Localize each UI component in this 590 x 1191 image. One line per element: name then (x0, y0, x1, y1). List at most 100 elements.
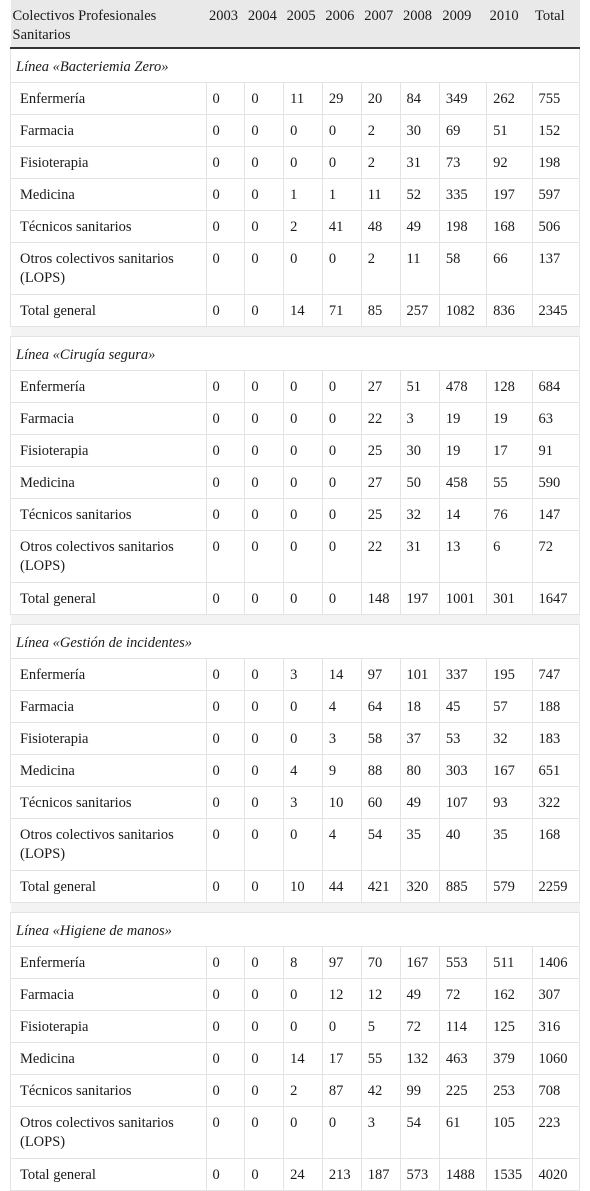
year-value-cell: 70 (361, 946, 401, 979)
year-value-cell: 0 (283, 530, 323, 583)
year-value-cell: 0 (244, 818, 285, 871)
year-value-cell: 97 (322, 946, 362, 979)
year-value-cell: 0 (206, 402, 246, 435)
year-value-cell: 0 (206, 1074, 246, 1107)
year-value-cell: 0 (206, 178, 246, 211)
year-value-cell: 27 (361, 370, 401, 403)
table-row: Medicina 0 0 0 0 27 50 458 55 590 (10, 466, 581, 499)
year-value-cell: 125 (486, 1010, 533, 1043)
year-value-cell: 0 (322, 114, 362, 147)
table-row: Farmacia 0 0 0 4 64 18 45 57 188 (10, 690, 581, 723)
year-value-cell: 11 (283, 82, 323, 115)
year-value-cell: 0 (283, 114, 323, 147)
year-value-cell: 128 (486, 370, 533, 403)
year-value-cell: 49 (400, 210, 440, 243)
year-value-cell: 0 (244, 466, 285, 499)
year-value-cell: 0 (322, 146, 362, 179)
year-value-cell: 18 (400, 690, 440, 723)
row-total-cell: 307 (532, 978, 581, 1011)
table-row: Otros colectivos sanitarios (LOPS) 0 0 0 0 22… (10, 530, 581, 583)
year-value-cell: 0 (206, 582, 246, 615)
row-total-cell: 168 (532, 818, 581, 871)
year-value-cell: 32 (400, 498, 440, 531)
year-value-cell: 0 (244, 1010, 285, 1043)
year-value-cell: 30 (400, 434, 440, 467)
year-value-cell: 84 (400, 82, 440, 115)
year-value-cell: 22 (361, 530, 401, 583)
year-value-cell: 0 (244, 690, 285, 723)
year-value-cell: 0 (322, 1010, 362, 1043)
table-row: Total general 0 0 0 0 148 197 1001 301 1647 (10, 582, 581, 615)
header-year: 2009 (439, 0, 487, 49)
year-value-cell: 0 (206, 870, 246, 903)
year-value-cell: 99 (400, 1074, 440, 1107)
year-value-cell: 0 (283, 978, 323, 1011)
year-value-cell: 303 (439, 754, 488, 787)
year-value-cell: 836 (486, 294, 533, 327)
year-value-cell: 2 (283, 1074, 323, 1107)
row-total-cell: 1647 (532, 582, 581, 615)
row-total-cell: 152 (532, 114, 581, 147)
year-value-cell: 37 (400, 722, 440, 755)
year-value-cell: 45 (439, 690, 488, 723)
year-value-cell: 93 (486, 786, 533, 819)
year-value-cell: 0 (206, 294, 246, 327)
section-title: Línea «Bacteriemia Zero» (10, 48, 580, 83)
header-year: 2008 (400, 0, 440, 49)
year-value-cell: 197 (400, 582, 440, 615)
year-value-cell: 0 (244, 402, 285, 435)
year-value-cell: 349 (439, 82, 488, 115)
section-title: Línea «Higiene de manos» (10, 912, 580, 947)
table-row: Fisioterapia 0 0 0 3 58 37 53 32 183 (10, 722, 581, 755)
year-value-cell: 72 (400, 1010, 440, 1043)
year-value-cell: 49 (400, 786, 440, 819)
year-value-cell: 579 (486, 870, 533, 903)
year-value-cell: 11 (400, 242, 440, 295)
row-label: Medicina (10, 178, 207, 211)
year-value-cell: 320 (400, 870, 440, 903)
year-value-cell: 87 (322, 1074, 362, 1107)
year-value-cell: 301 (486, 582, 533, 615)
row-label: Técnicos sanitarios (10, 498, 207, 531)
year-value-cell: 0 (244, 870, 285, 903)
year-value-cell: 0 (206, 210, 246, 243)
year-value-cell: 13 (439, 530, 488, 583)
year-value-cell: 27 (361, 466, 401, 499)
row-total-cell: 147 (532, 498, 581, 531)
row-label: Farmacia (10, 978, 207, 1011)
year-value-cell: 1535 (486, 1158, 533, 1191)
row-label: Fisioterapia (10, 1010, 207, 1043)
table-row: Fisioterapia 0 0 0 0 5 72 114 125 316 (10, 1010, 581, 1043)
year-value-cell: 12 (361, 978, 401, 1011)
row-label: Total general (10, 1158, 207, 1191)
section-title: Línea «Gestión de incidentes» (10, 624, 580, 659)
year-value-cell: 53 (439, 722, 488, 755)
year-value-cell: 0 (283, 818, 323, 871)
year-value-cell: 0 (206, 242, 246, 295)
year-value-cell: 58 (439, 242, 488, 295)
year-value-cell: 262 (486, 82, 533, 115)
year-value-cell: 0 (244, 242, 285, 295)
year-value-cell: 0 (206, 722, 246, 755)
data-table-container: Colectivos Profesionales Sanitarios 2003… (10, 0, 581, 1191)
year-value-cell: 25 (361, 434, 401, 467)
year-value-cell: 553 (439, 946, 488, 979)
table-row: Enfermería 0 0 11 29 20 84 349 262 755 (10, 82, 581, 115)
year-value-cell: 49 (400, 978, 440, 1011)
spacer-cell (10, 326, 580, 337)
year-value-cell: 3 (400, 402, 440, 435)
year-value-cell: 0 (283, 722, 323, 755)
year-value-cell: 478 (439, 370, 488, 403)
row-label: Farmacia (10, 114, 207, 147)
row-total-cell: 198 (532, 146, 581, 179)
year-value-cell: 0 (206, 1106, 246, 1159)
year-value-cell: 3 (322, 722, 362, 755)
year-value-cell: 6 (486, 530, 533, 583)
row-label: Farmacia (10, 690, 207, 723)
year-value-cell: 573 (400, 1158, 440, 1191)
year-value-cell: 69 (439, 114, 488, 147)
year-value-cell: 17 (486, 434, 533, 467)
year-value-cell: 0 (283, 434, 323, 467)
year-value-cell: 11 (361, 178, 401, 211)
year-value-cell: 30 (400, 114, 440, 147)
